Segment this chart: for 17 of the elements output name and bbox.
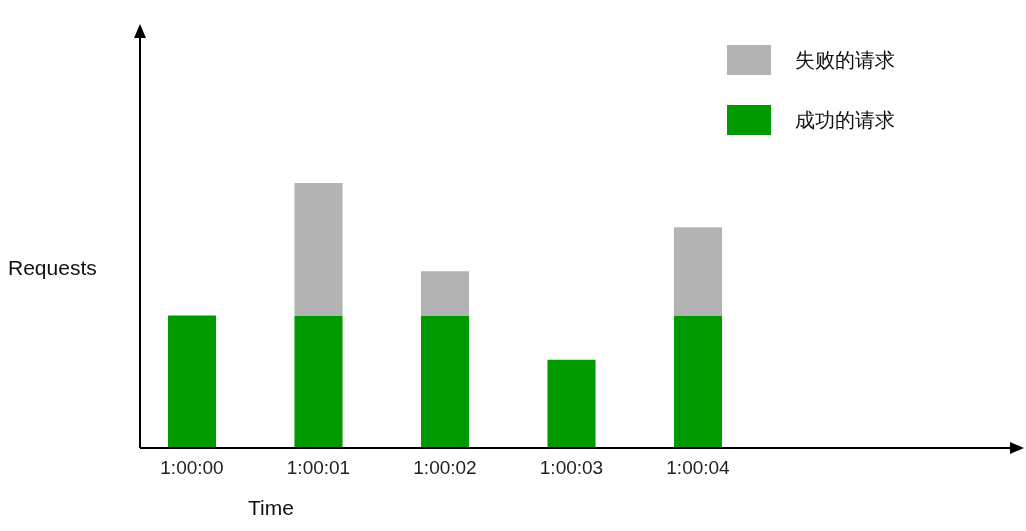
x-tick-label: 1:00:04 [666,457,731,478]
x-tick-label: 1:00:03 [539,457,604,478]
legend-label: 成功的请求 [795,109,895,131]
y-axis-title: Requests [8,256,97,279]
x-tick-label: 1:00:02 [413,457,477,478]
bar [673,227,723,316]
bar [420,271,470,316]
bar [420,315,470,448]
legend-label: 失败的请求 [795,49,895,71]
bar [294,183,343,316]
bar [673,315,723,448]
x-axis-title: Time [248,496,294,519]
bar [294,315,343,448]
x-tick-label: 1:00:00 [160,457,224,478]
bar [167,315,217,448]
bar [547,359,596,448]
x-tick-label: 1:00:01 [286,457,351,478]
